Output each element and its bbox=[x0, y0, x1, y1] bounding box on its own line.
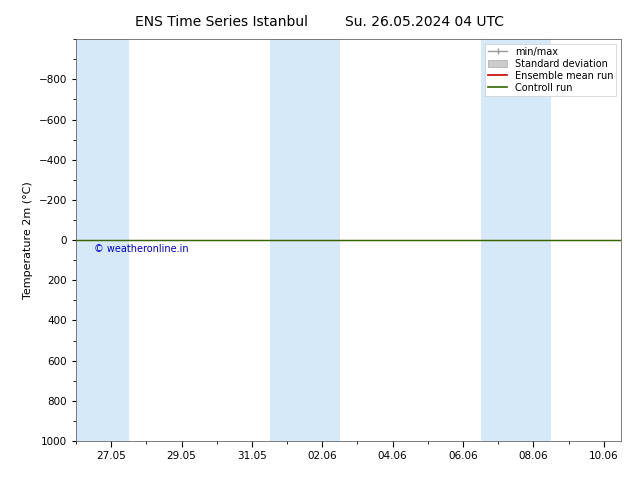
Text: Su. 26.05.2024 04 UTC: Su. 26.05.2024 04 UTC bbox=[346, 15, 504, 29]
Legend: min/max, Standard deviation, Ensemble mean run, Controll run: min/max, Standard deviation, Ensemble me… bbox=[485, 44, 616, 96]
Y-axis label: Temperature 2m (°C): Temperature 2m (°C) bbox=[23, 181, 33, 299]
Bar bbox=[76, 39, 129, 441]
Bar bbox=[481, 39, 551, 441]
Text: ENS Time Series Istanbul: ENS Time Series Istanbul bbox=[136, 15, 308, 29]
Text: © weatheronline.in: © weatheronline.in bbox=[94, 244, 188, 254]
Bar bbox=[269, 39, 340, 441]
